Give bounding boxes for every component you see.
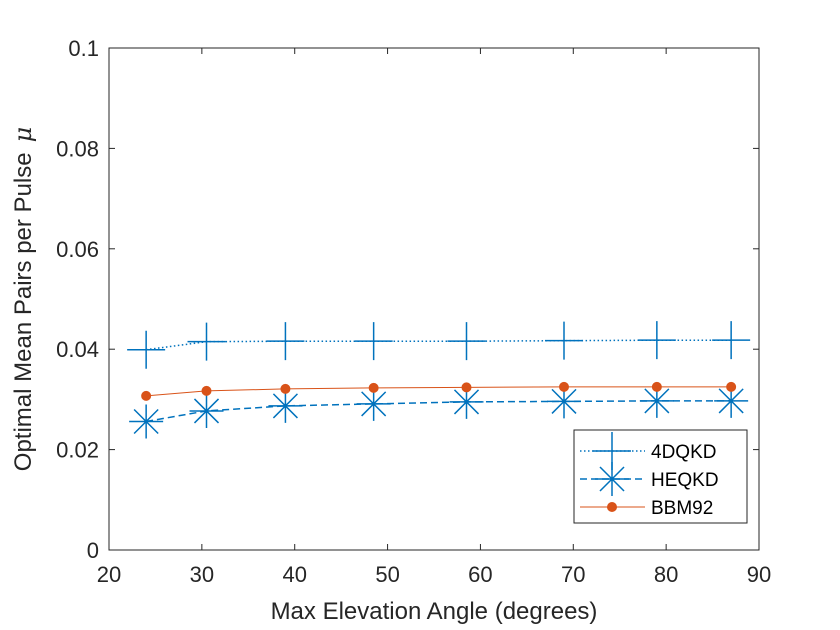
data-point-4DQKD [127, 330, 166, 369]
legend: 4DQKD HEQKD BBM92 [573, 429, 748, 524]
y-tick-label: 0.02 [56, 438, 99, 463]
data-point-4DQKD [712, 321, 751, 360]
data-point-HEQKD [639, 383, 674, 418]
data-point-HEQKD [268, 388, 303, 423]
x-axis-title: Max Elevation Angle (degrees) [271, 598, 598, 625]
data-point-4DQKD [187, 322, 226, 361]
x-tick-label: 60 [468, 562, 492, 587]
data-point-4DQKD [447, 322, 486, 361]
y-tick-label: 0.1 [68, 36, 99, 61]
data-point-HEQKD [356, 386, 391, 421]
data-point-HEQKD [714, 383, 749, 418]
y-axis-ticks: 0 0.02 0.04 0.06 0.08 0.1 [56, 36, 759, 563]
x-tick-label: 30 [190, 562, 214, 587]
legend-marker [595, 462, 629, 496]
data-point-4DQKD [354, 322, 393, 361]
data-point-4DQKD [266, 322, 305, 361]
legend-box [573, 429, 748, 524]
x-tick-label: 20 [97, 562, 121, 587]
data-point-BBM92 [461, 382, 472, 393]
data-point-4DQKD [637, 321, 676, 360]
series-line-BBM92 [146, 386, 732, 397]
x-tick-label: 40 [282, 562, 306, 587]
series-HEQKD [129, 383, 749, 439]
data-point-BBM92 [368, 382, 379, 393]
legend-label: 4DQKD [651, 442, 716, 463]
data-point-HEQKD [129, 404, 164, 439]
series-layer [127, 321, 751, 439]
series-BBM92 [141, 381, 737, 401]
legend-label: HEQKD [651, 470, 719, 491]
legend-item-BBM92: BBM92 [580, 498, 713, 519]
y-tick-label: 0.06 [56, 237, 99, 262]
data-point-HEQKD [449, 384, 484, 419]
data-point-BBM92 [280, 383, 291, 394]
data-point-HEQKD [547, 384, 581, 419]
data-point-4DQKD [545, 321, 583, 360]
data-point-BBM92 [726, 381, 737, 392]
x-tick-label: 80 [654, 562, 678, 587]
legend-marker [607, 502, 617, 512]
series-4DQKD [127, 321, 751, 369]
x-axis-ticks: 20 30 40 50 60 70 80 90 [97, 48, 771, 587]
x-tick-label: 50 [375, 562, 399, 587]
y-tick-label: 0.08 [56, 136, 99, 161]
y-axis-title: Optimal Mean Pairs per Pulseμ [9, 127, 37, 471]
data-point-BBM92 [559, 381, 569, 392]
data-point-HEQKD [189, 393, 224, 428]
y-tick-label: 0 [87, 538, 99, 563]
y-tick-label: 0.04 [56, 337, 99, 362]
legend-label: BBM92 [651, 498, 713, 519]
data-point-BBM92 [141, 390, 152, 401]
x-tick-label: 70 [561, 562, 585, 587]
data-point-BBM92 [651, 381, 662, 392]
legend-item-HEQKD: HEQKD [580, 462, 719, 496]
data-point-BBM92 [201, 385, 212, 396]
x-tick-label: 90 [747, 562, 771, 587]
